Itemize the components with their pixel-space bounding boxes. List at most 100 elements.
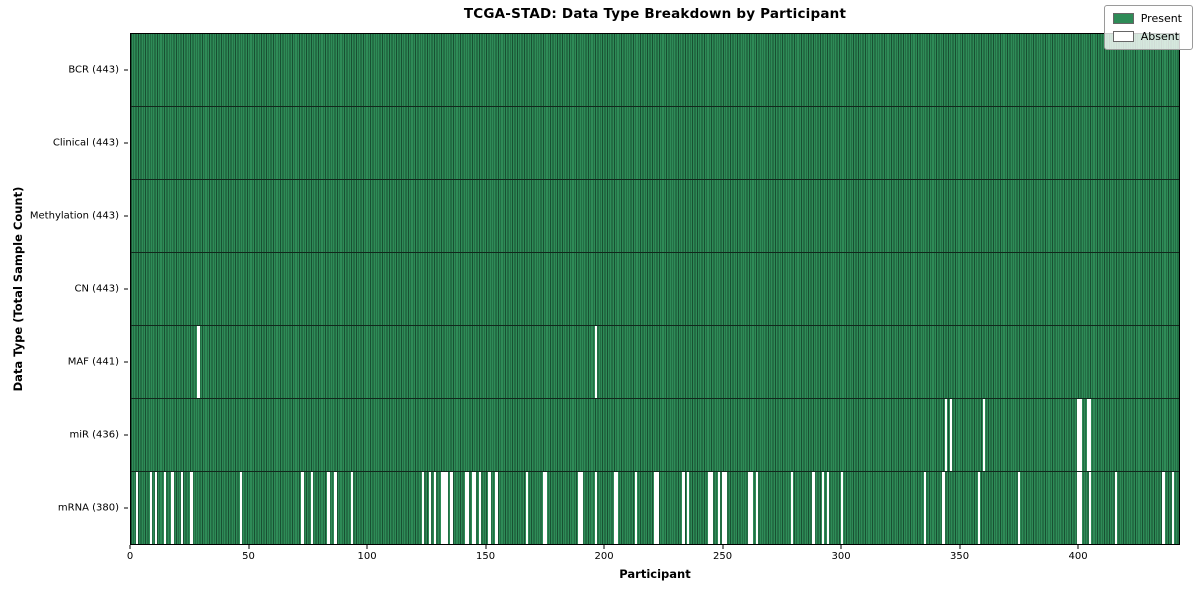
absent-mark	[682, 472, 685, 544]
row-band-bcr	[131, 34, 1179, 107]
plot-area	[130, 33, 1180, 545]
absent-mark	[445, 472, 448, 544]
absent-mark	[488, 472, 491, 544]
absent-mark	[464, 472, 467, 544]
absent-mark	[708, 472, 711, 544]
x-tick-mark	[840, 545, 842, 549]
y-tick-label-cn: CN (443)	[74, 283, 119, 295]
absent-mark	[791, 472, 794, 544]
absent-mark	[190, 472, 193, 544]
y-tick-label-maf: MAF (441)	[67, 356, 119, 368]
chart-title: TCGA-STAD: Data Type Breakdown by Partic…	[463, 6, 847, 22]
y-tick-mark	[124, 215, 128, 217]
absent-mark	[466, 472, 470, 544]
x-tick-label-100: 100	[357, 551, 377, 562]
absent-mark	[613, 472, 616, 544]
absent-mark	[334, 472, 337, 544]
y-tick-mark	[124, 507, 128, 509]
absent-mark	[949, 399, 952, 471]
absent-mark	[748, 472, 751, 544]
present-swatch-icon	[1112, 13, 1134, 24]
absent-mark	[755, 472, 758, 544]
absent-mark	[429, 472, 432, 544]
absent-mark	[1089, 399, 1092, 471]
x-tick-label-300: 300	[831, 551, 851, 562]
y-tick-labels: BCR (443) Clinical (443) Methylation (443)…	[0, 33, 129, 545]
absent-mark	[1079, 399, 1082, 471]
x-tick-label-0: 0	[126, 551, 134, 562]
absent-mark	[1171, 472, 1175, 544]
absent-mark	[474, 472, 477, 544]
absent-mark	[1115, 472, 1118, 544]
absent-mark	[724, 472, 728, 544]
absent-mark	[923, 472, 926, 544]
absent-mark	[495, 472, 498, 544]
absent-mark	[615, 472, 619, 544]
absent-mark	[594, 472, 598, 544]
x-tick-mark	[1077, 545, 1079, 549]
y-tick-mark	[124, 434, 128, 436]
absent-mark	[450, 472, 453, 544]
absent-mark	[180, 472, 184, 544]
absent-mark	[310, 472, 314, 544]
absent-mark	[301, 472, 304, 544]
x-tick-mark	[959, 545, 961, 549]
absent-mark	[594, 326, 598, 398]
absent-mark	[1077, 472, 1080, 544]
absent-mark	[686, 472, 690, 544]
absent-mark	[826, 472, 829, 544]
y-tick-label-methylation: Methylation (443)	[29, 210, 119, 222]
absent-mark	[580, 472, 583, 544]
row-band-methylation	[131, 180, 1179, 253]
x-tick-mark	[129, 545, 131, 549]
row-band-maf	[131, 326, 1179, 399]
absent-mark	[478, 472, 482, 544]
absent-mark	[544, 472, 548, 544]
absent-mark	[1079, 472, 1082, 544]
absent-mark	[710, 472, 713, 544]
absent-mark	[1018, 472, 1021, 544]
absent-mark	[1089, 472, 1092, 544]
absent-mark	[197, 326, 200, 398]
x-axis-label: Participant	[619, 567, 691, 581]
absent-mark	[977, 472, 981, 544]
absent-mark	[526, 472, 529, 544]
absent-mark	[982, 399, 985, 471]
x-tick-mark	[722, 545, 724, 549]
absent-mark	[154, 472, 158, 544]
y-tick-mark	[124, 142, 128, 144]
absent-mark	[164, 472, 167, 544]
absent-mark	[942, 472, 945, 544]
absent-mark	[840, 472, 844, 544]
absent-mark	[656, 472, 659, 544]
absent-mark	[812, 472, 815, 544]
x-tick-label-350: 350	[950, 551, 970, 562]
y-tick-mark	[124, 69, 128, 71]
absent-mark	[634, 472, 638, 544]
absent-mark	[944, 399, 948, 471]
absent-mark	[351, 472, 354, 544]
absent-mark	[433, 472, 437, 544]
absent-mark	[239, 472, 243, 544]
legend-item-present: Present	[1112, 12, 1182, 25]
x-tick-labels: 0 50 100 150 200 250 300 350 400	[126, 545, 1180, 565]
x-tick-mark	[366, 545, 368, 549]
legend-absent-label: Absent	[1140, 30, 1180, 43]
absent-mark	[1162, 472, 1165, 544]
legend-item-absent: Absent	[1112, 30, 1182, 43]
x-tick-label-400: 400	[1068, 551, 1088, 562]
legend: Present Absent	[1103, 5, 1193, 50]
absent-mark	[171, 472, 174, 544]
absent-mark	[1077, 399, 1080, 471]
absent-mark	[717, 472, 721, 544]
legend-present-label: Present	[1140, 12, 1182, 25]
y-tick-label-clinical: Clinical (443)	[52, 137, 119, 149]
absent-mark	[327, 472, 330, 544]
y-tick-label-bcr: BCR (443)	[68, 64, 119, 76]
absent-swatch-icon	[1112, 31, 1134, 42]
x-tick-label-150: 150	[475, 551, 496, 562]
y-tick-label-mir: miR (436)	[69, 429, 119, 441]
absent-mark	[750, 472, 754, 544]
absent-mark	[1086, 399, 1090, 471]
